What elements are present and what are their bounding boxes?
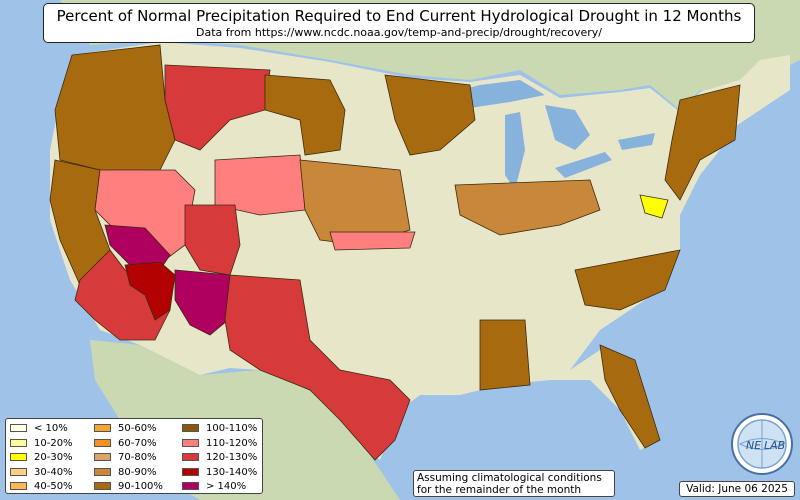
region-florida — [599, 344, 661, 449]
region-new-mexico-texas — [224, 274, 411, 461]
map-subtitle: Data from https://www.ncdc.noaa.gov/temp… — [196, 26, 602, 39]
legend-label: 110-120% — [206, 437, 258, 449]
region-colorado-river — [124, 261, 176, 321]
legend-swatch — [94, 424, 111, 432]
note-line-2: for the remainder of the month — [417, 484, 582, 496]
legend-swatch — [94, 482, 111, 490]
legend-swatch — [10, 424, 27, 432]
nexlab-logo: NE LAB — [731, 413, 793, 475]
legend-item: 110-120% — [182, 437, 257, 450]
legend-item: > 140% — [182, 480, 246, 493]
legend-item: 80-90% — [94, 466, 157, 479]
region-gulf-coast — [479, 319, 531, 391]
valid-date: Valid: June 06 2025 — [679, 481, 795, 497]
legend-label: 10-20% — [34, 437, 73, 449]
legend-item: 30-40% — [10, 466, 73, 479]
legend-swatch — [182, 467, 199, 476]
legend-swatch — [94, 467, 111, 476]
legend-label: 50-60% — [118, 423, 157, 434]
legend-item: 130-140% — [182, 466, 257, 479]
lake-ontario — [618, 133, 655, 150]
legend-label: 60-70% — [118, 437, 157, 449]
region-pacific-northwest — [54, 44, 176, 176]
region-rocky-east — [264, 74, 346, 156]
region-upper-midwest — [384, 74, 476, 156]
note-line-1: Assuming climatological conditions — [417, 472, 602, 484]
legend-swatch — [10, 438, 27, 447]
region-kansas-band — [329, 231, 416, 251]
legend-swatch — [94, 438, 111, 447]
legend-label: 80-90% — [118, 466, 157, 478]
legend-item: 20-30% — [10, 451, 73, 464]
legend-label: 120-130% — [206, 452, 258, 463]
lake-huron — [545, 105, 590, 150]
legend-swatch — [10, 453, 27, 461]
legend-swatch — [94, 453, 111, 461]
legend-swatch — [182, 453, 199, 461]
legend-item: 120-130% — [182, 451, 257, 464]
region-great-lakes — [454, 179, 601, 236]
region-northeast — [664, 84, 741, 201]
legend-label: 70-80% — [118, 452, 157, 463]
lake-erie — [555, 152, 612, 178]
legend-label: 90-100% — [118, 481, 163, 492]
legend-item: 60-70% — [94, 437, 157, 450]
legend-swatch — [10, 467, 27, 476]
legend-item: 90-100% — [94, 480, 163, 493]
legend-label: 30-40% — [34, 466, 73, 478]
legend-label: 20-30% — [34, 452, 73, 463]
legend-label: 100-110% — [206, 423, 258, 434]
legend-item: 50-60% — [94, 422, 157, 435]
legend-swatch — [182, 482, 199, 490]
legend-label: 130-140% — [206, 466, 258, 478]
legend-item: 10-20% — [10, 437, 73, 450]
legend-item: 40-50% — [10, 480, 73, 493]
legend-label: 40-50% — [34, 481, 73, 492]
legend-swatch — [10, 482, 27, 490]
legend-item: 70-80% — [94, 451, 157, 464]
legend-label: < 10% — [34, 423, 68, 434]
logo-text-left: NE — [746, 439, 761, 452]
assumption-note: Assuming climatological conditions for t… — [413, 470, 615, 497]
region-mid-atlantic — [639, 194, 669, 219]
drought-regions — [49, 44, 741, 461]
region-southeast — [574, 249, 681, 311]
legend-item: < 10% — [10, 422, 68, 435]
logo-text-right: LAB — [764, 439, 785, 452]
region-wyoming-south — [214, 154, 306, 216]
lake-michigan — [505, 112, 525, 190]
region-southern-california — [74, 249, 171, 341]
map-title: Percent of Normal Precipitation Required… — [56, 7, 742, 25]
legend-label: > 140% — [206, 481, 247, 492]
legend-item: 100-110% — [182, 422, 257, 435]
legend-swatch — [182, 424, 199, 432]
legend: < 10% 10-20% 20-30% 30-40% 40-50% 50-60% 60-70… — [5, 418, 263, 494]
legend-swatch — [182, 438, 199, 447]
title-box: Percent of Normal Precipitation Required… — [43, 3, 755, 43]
